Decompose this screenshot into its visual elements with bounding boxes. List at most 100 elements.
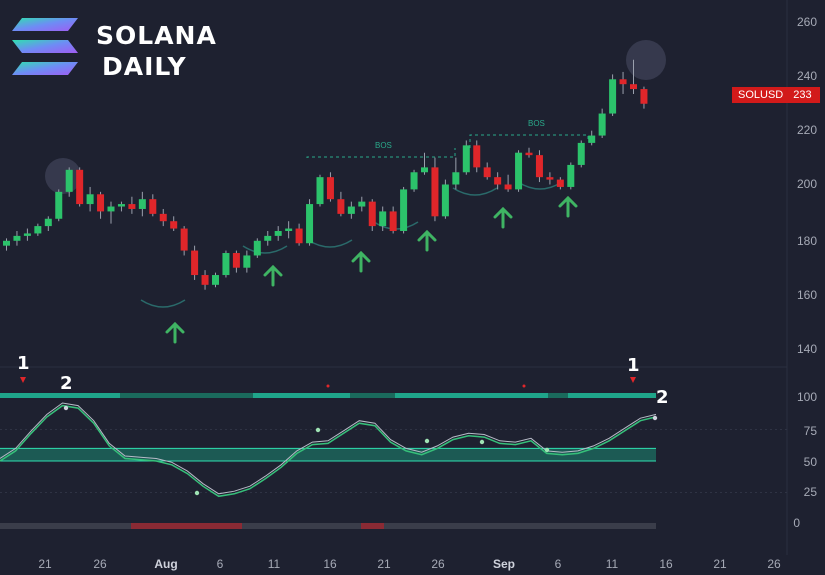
x-tick-6b: 6	[554, 557, 562, 571]
candle-body-5	[55, 191, 63, 219]
candle-body-41	[431, 167, 439, 217]
x-tick-16: 16	[323, 557, 337, 571]
bottom-bar	[0, 523, 656, 529]
candle-body-14	[149, 199, 157, 214]
candle-body-48	[504, 184, 512, 190]
solana-daily-logo: SOLANA DAILY	[10, 18, 216, 88]
x-tick-21: 21	[38, 557, 52, 571]
candle-body-57	[598, 113, 606, 136]
x-tick-26c: 26	[767, 557, 781, 571]
candle-body-47	[494, 177, 502, 185]
candle-body-51	[535, 155, 543, 178]
candle-body-55	[577, 142, 585, 165]
candle-body-7	[76, 169, 84, 205]
candle-body-58	[609, 79, 617, 114]
swing-arc-1	[242, 245, 288, 254]
candle-body-10	[107, 206, 115, 212]
osc-dot-1	[194, 490, 200, 496]
y-tick-160: 160	[796, 288, 817, 302]
candle-body-16	[170, 221, 178, 229]
candle-body-25	[264, 235, 272, 241]
candle-body-42	[441, 184, 449, 217]
candle-body-24	[253, 240, 261, 256]
candle-body-26	[274, 230, 282, 236]
candle-body-11	[117, 204, 125, 207]
candle-body-33	[347, 206, 355, 214]
candle-body-54	[567, 164, 575, 187]
signal-triangle-right	[630, 377, 636, 383]
y-tick-180: 180	[796, 234, 817, 248]
osc-main-line	[0, 404, 657, 498]
candle-body-0	[3, 240, 10, 246]
x-tick-sep: Sep	[492, 557, 516, 571]
marker-1-right: 1	[627, 355, 640, 376]
marker-1-left: 1	[17, 353, 30, 374]
x-tick-6: 6	[216, 557, 224, 571]
buy-arrow-1	[263, 264, 283, 287]
buy-arrow-5	[558, 195, 578, 218]
candle-body-13	[138, 199, 146, 209]
price-tag: SOLUSD 233	[732, 87, 820, 103]
x-tick-21c: 21	[713, 557, 727, 571]
bos-line-1	[306, 148, 456, 158]
swing-arc-0	[140, 299, 186, 308]
brand-title-line1: SOLANA	[96, 21, 217, 50]
osc-tick-0: 0	[793, 516, 800, 530]
trend-strip-4	[395, 393, 548, 398]
x-tick-11: 11	[267, 557, 281, 571]
osc-band	[0, 448, 656, 461]
x-tick-26b: 26	[431, 557, 445, 571]
candle-body-3	[34, 226, 42, 234]
candle-body-53	[556, 179, 564, 187]
candle-body-56	[588, 135, 596, 143]
highlight-circle-left	[45, 158, 81, 194]
candle-body-32	[337, 199, 345, 214]
osc-tick-50: 50	[803, 455, 817, 469]
brand-title-line2: DAILY	[102, 52, 187, 81]
trend-strip-1	[120, 393, 253, 398]
osc-dot-0	[63, 405, 69, 411]
x-tick-21b: 21	[377, 557, 391, 571]
candle-body-40	[421, 167, 428, 173]
signal-dot-1	[326, 384, 330, 388]
candle-body-28	[295, 228, 303, 244]
candle-body-37	[389, 211, 397, 231]
bos-label-2: BOS	[528, 119, 545, 128]
osc-tick-75: 75	[803, 424, 817, 438]
candle-body-30	[316, 177, 324, 205]
candle-body-21	[222, 253, 230, 276]
x-tick-26: 26	[93, 557, 107, 571]
buy-arrow-3	[417, 229, 437, 252]
bottom-bar-red-2	[361, 523, 384, 529]
candle-body-18	[191, 250, 199, 276]
swing-arc-5	[517, 181, 563, 190]
candle-body-9	[97, 194, 105, 212]
osc-tick-25: 25	[803, 485, 817, 499]
candle-body-22	[232, 253, 240, 268]
candle-body-49	[515, 152, 523, 190]
candle-body-60	[630, 84, 637, 90]
candle-body-4	[44, 218, 52, 227]
candle-body-20	[212, 275, 219, 285]
x-tick-16b: 16	[659, 557, 673, 571]
osc-dot-4	[479, 439, 485, 445]
osc-dot-6	[652, 415, 658, 421]
candle-body-46	[483, 167, 491, 178]
trend-strip-0	[0, 393, 120, 398]
trend-strip-6	[568, 393, 656, 398]
candle-body-31	[326, 177, 334, 200]
candle-body-52	[546, 177, 554, 180]
candle-body-17	[180, 228, 188, 251]
trend-strip-3	[350, 393, 395, 398]
y-tick-240: 240	[796, 69, 817, 83]
swing-arc-2	[307, 239, 353, 248]
candle-body-36	[379, 211, 387, 227]
candle-body-44	[462, 145, 470, 173]
candle-body-1	[13, 235, 21, 241]
swing-arc-4	[452, 187, 498, 196]
price-tag-value: 233	[793, 89, 812, 101]
bos-label-1: BOS	[375, 141, 392, 150]
osc-dot-5	[544, 447, 550, 453]
candle-body-39	[410, 172, 418, 190]
